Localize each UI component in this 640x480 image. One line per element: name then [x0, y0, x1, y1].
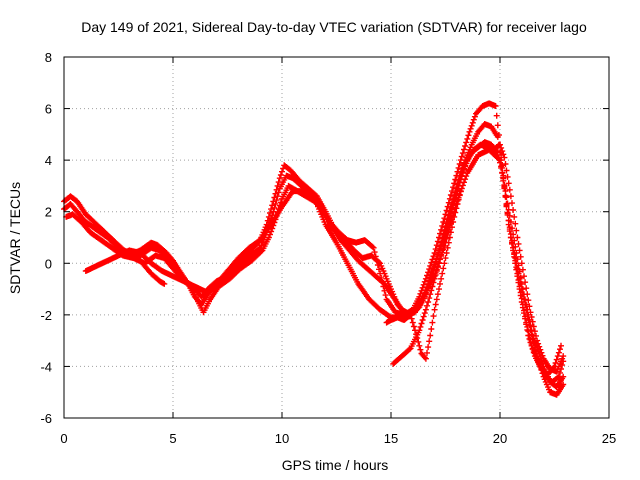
y-axis-label: SDTVAR / TECUs [7, 182, 23, 294]
y-tick-label: 0 [45, 256, 52, 271]
series-trace-5 [130, 139, 567, 398]
x-tick-label: 25 [602, 431, 616, 446]
y-tick-label: -2 [40, 308, 52, 323]
series-trace-4 [82, 146, 567, 391]
plot-area [61, 100, 567, 398]
axes: 0 5 10 15 20 25 -6 -4 -2 0 2 4 6 8 [40, 50, 616, 446]
data-point-markers [82, 146, 567, 391]
series-trace-6 [383, 188, 464, 362]
y-tick-label: -6 [40, 411, 52, 426]
data-point-markers [130, 139, 567, 398]
y-tick-label: -4 [40, 359, 52, 374]
grid [64, 57, 609, 418]
y-tick-label: 8 [45, 50, 52, 65]
data-point-markers [383, 188, 464, 362]
x-axis-label: GPS time / hours [282, 457, 389, 473]
y-tick-label: 4 [45, 153, 52, 168]
x-tick-label: 15 [384, 431, 398, 446]
x-tick-label: 0 [60, 431, 67, 446]
plot-frame [63, 56, 610, 419]
x-tick-label: 10 [275, 431, 289, 446]
x-tick-label: 20 [493, 431, 507, 446]
chart-title: Day 149 of 2021, Sidereal Day-to-day VTE… [81, 19, 587, 35]
x-tick-label: 5 [169, 431, 176, 446]
y-tick-label: 2 [45, 205, 52, 220]
y-tick-label: 6 [45, 102, 52, 117]
